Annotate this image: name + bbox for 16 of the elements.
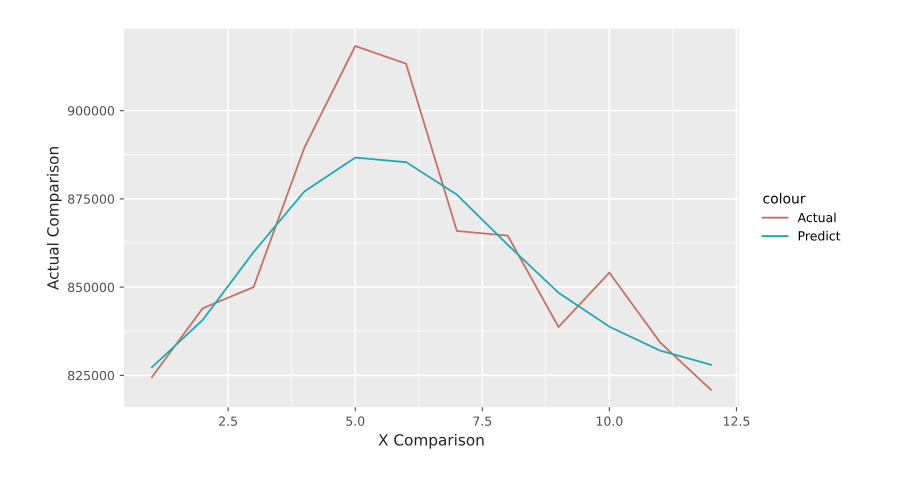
line-series [150, 156, 712, 368]
legend-label: Predict [798, 230, 840, 241]
y-tick-label: 825000 [68, 370, 114, 380]
legend-title: colour [763, 192, 806, 204]
x-axis-title: X Comparison [378, 434, 484, 449]
legend-label: Actual [798, 212, 836, 222]
x-tick-label: 12.5 [724, 416, 750, 426]
y-axis-title: Actual Comparison [46, 147, 62, 290]
x-tick-label: 5.0 [346, 416, 364, 426]
y-tick-label: 900000 [68, 106, 114, 116]
x-tick-label: 2.5 [219, 416, 237, 426]
y-tick-label: 875000 [68, 194, 114, 204]
x-tick-label: 10.0 [596, 416, 622, 426]
x-tick-label: 7.5 [473, 416, 492, 426]
y-tick-label: 850000 [68, 282, 114, 292]
line-series [150, 45, 712, 391]
